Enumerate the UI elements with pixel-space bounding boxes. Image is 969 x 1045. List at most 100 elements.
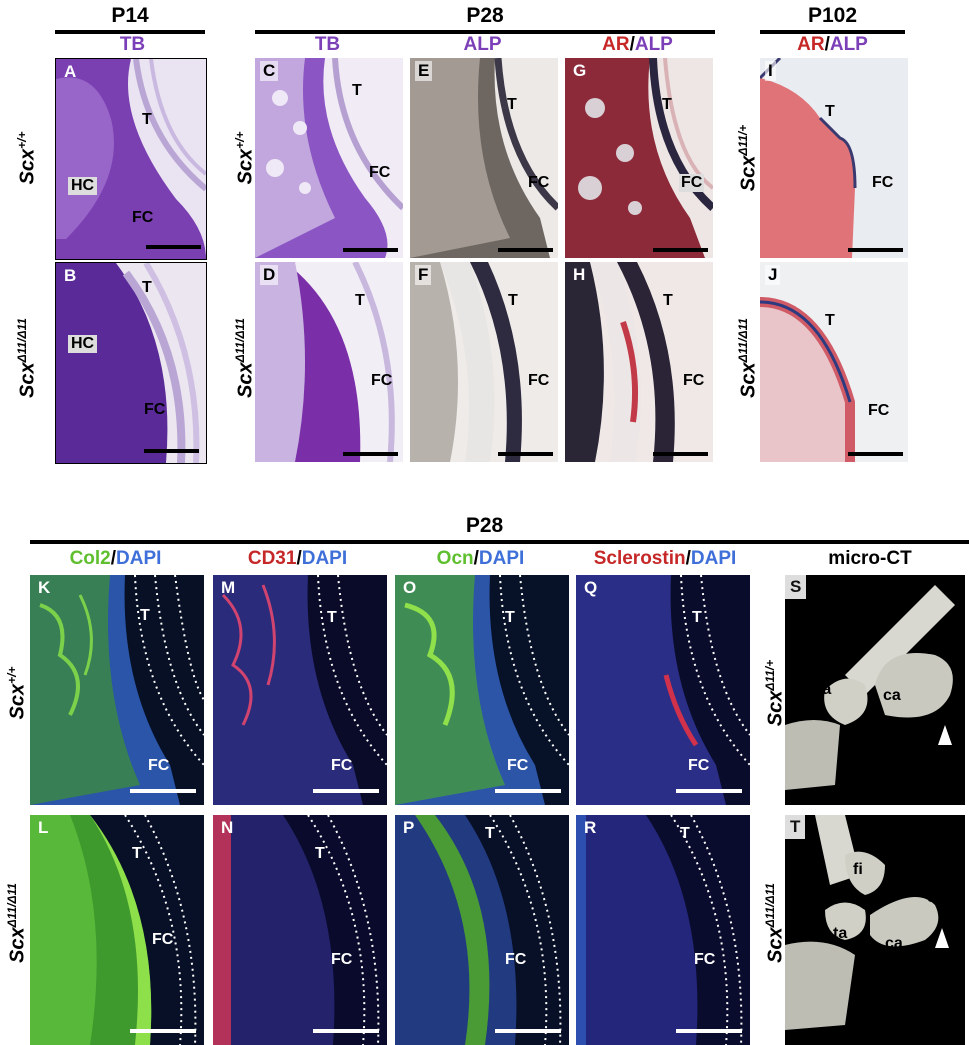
scale-bar-h xyxy=(653,452,708,456)
panel-label-q: Q xyxy=(584,578,598,597)
stain-col2-slash: / xyxy=(110,548,117,569)
talus-label-t: ta xyxy=(833,925,848,942)
tibia-label-s: ti xyxy=(907,587,917,604)
fc-label-k: FC xyxy=(148,757,170,774)
tendon-label-o: T xyxy=(505,609,515,626)
stain-cd31-slash: / xyxy=(296,548,302,569)
fc-label-e: FC xyxy=(528,174,550,191)
panel-a-tb-p14-wt: A T HC FC xyxy=(55,58,207,260)
stain-ocn-slash: / xyxy=(473,548,479,569)
panel-label-t: T xyxy=(785,815,806,839)
tendon-label-k: T xyxy=(140,607,150,624)
fc-label-c: FC xyxy=(369,164,391,181)
panel-label-d: D xyxy=(260,265,279,285)
tendon-label-q: T xyxy=(692,609,702,626)
hc-label-b: HC xyxy=(68,335,98,353)
panel-label-p: P xyxy=(403,818,415,837)
stain-tb-p28: TB xyxy=(314,34,341,55)
panel-i-ar-alp-p102-het: I T FC xyxy=(760,58,908,258)
genotype-label-d: ScxΔ11/Δ11 xyxy=(233,318,257,398)
scale-bar-m xyxy=(313,789,379,793)
panel-p-ocn-mut: P T FC xyxy=(395,815,569,1045)
header-rule-p28-bottom xyxy=(30,540,969,544)
genotype-label-t: ScxΔ11/Δ11 xyxy=(763,883,787,963)
header-p14: P14 xyxy=(111,4,149,27)
stain-slash-p102: / xyxy=(824,34,830,55)
hc-label-a: HC xyxy=(68,177,98,195)
tendon-label-e: T xyxy=(507,96,517,113)
panel-label-r: R xyxy=(584,818,597,837)
stain-microct: micro-CT xyxy=(828,548,912,569)
genotype-label-i: ScxΔ11/+ xyxy=(736,124,760,192)
panel-t-microct-mut: T ti fi ta ca GP xyxy=(785,815,965,1045)
panel-label-i: I xyxy=(765,61,776,81)
fc-label-l: FC xyxy=(152,931,174,948)
header-p102: P102 xyxy=(807,4,858,27)
panel-n-cd31-mut: N T FC xyxy=(213,815,387,1045)
panel-label-f: F xyxy=(415,265,432,285)
tendon-label-g: T xyxy=(662,96,672,113)
genotype-label-j: ScxΔ11/Δ11 xyxy=(736,318,760,398)
scale-bar-r xyxy=(676,1029,742,1033)
growth-plate-label-t: GP xyxy=(927,891,945,905)
fc-label-g: FC xyxy=(679,174,705,192)
stain-ocn-text: Ocn xyxy=(436,548,474,569)
scale-bar-c xyxy=(343,248,398,252)
panel-label-b: B xyxy=(64,266,77,285)
stain-cd31-text: CD31 xyxy=(247,548,297,569)
header-p28-bottom: P28 xyxy=(465,514,504,537)
tendon-label-n: T xyxy=(315,845,325,862)
fc-label-p: FC xyxy=(505,951,527,968)
panel-label-c: C xyxy=(260,61,279,81)
stain-ocn-dapi-text: DAPI xyxy=(478,548,525,569)
scale-bar-i xyxy=(848,248,903,252)
panel-label-h: H xyxy=(573,265,586,284)
panel-r-sclerostin-mut: R T FC xyxy=(576,815,750,1045)
genotype-label-k: Scx+/+ xyxy=(5,666,29,720)
fc-label-n: FC xyxy=(331,951,353,968)
panel-label-s: S xyxy=(785,575,807,599)
genotype-label-s: ScxΔ11/+ xyxy=(763,659,787,727)
fc-label-m: FC xyxy=(331,757,353,774)
fc-label-h: FC xyxy=(683,372,705,389)
scale-bar-b xyxy=(144,449,199,453)
panel-k-col2-wt: K T FC xyxy=(30,575,204,805)
scale-bar-o xyxy=(495,789,561,793)
fc-label-b: FC xyxy=(144,401,166,418)
header-rule-p102 xyxy=(760,30,905,34)
fibula-label-t: fi xyxy=(853,861,863,878)
stain-cd31-dapi-text: DAPI xyxy=(301,548,348,569)
scale-bar-g xyxy=(653,248,708,252)
scale-bar-l xyxy=(130,1029,196,1033)
panel-l-col2-mut: L T FC xyxy=(30,815,204,1045)
panel-label-j: J xyxy=(765,265,781,285)
panel-label-a: A xyxy=(64,62,77,81)
scale-bar-p xyxy=(495,1029,561,1033)
stain-slash: / xyxy=(629,34,635,55)
genotype-label-c: Scx+/+ xyxy=(233,131,257,185)
stain-alp-p102-text: ALP xyxy=(829,34,868,55)
fc-label-i: FC xyxy=(872,174,894,191)
panel-c-tb-p28-wt: C T FC xyxy=(255,58,403,258)
tendon-label-r: T xyxy=(680,825,690,842)
stain-cd31-dapi: CD31/DAPI xyxy=(210,548,385,570)
stain-sclerostin-slash: / xyxy=(685,548,691,569)
panel-d-tb-p28-mut: D T FC xyxy=(255,262,403,462)
tendon-label-j: T xyxy=(825,312,835,329)
tendon-label-f: T xyxy=(508,292,518,309)
panel-e-alp-p28-wt: E T FC xyxy=(410,58,558,258)
genotype-label-a: Scx+/+ xyxy=(15,131,39,185)
tibia-label-t: ti xyxy=(797,861,807,878)
tendon-label-p: T xyxy=(485,825,495,842)
scale-bar-k xyxy=(130,789,196,793)
scale-bar-q xyxy=(676,789,742,793)
genotype-label-b: ScxΔ11/Δ11 xyxy=(15,318,39,398)
panel-label-k: K xyxy=(38,578,51,597)
panel-q-sclerostin-wt: Q T FC xyxy=(576,575,750,805)
stain-col2-dapi-text: DAPI xyxy=(116,548,162,569)
stain-ar-text: AR xyxy=(602,34,630,55)
header-rule-p28-top xyxy=(255,30,715,34)
fc-label-j: FC xyxy=(868,402,890,419)
scale-bar-j xyxy=(848,452,903,456)
fc-label-f: FC xyxy=(528,372,550,389)
